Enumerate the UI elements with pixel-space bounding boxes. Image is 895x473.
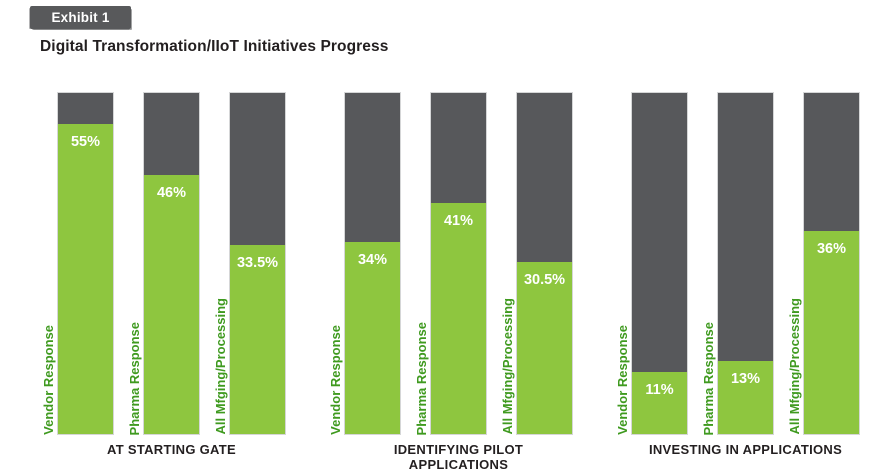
series-label: Vendor Response: [614, 325, 630, 435]
bar-value-label: 36%: [816, 241, 847, 258]
series-label-gutter: All Mfging/Processing: [200, 92, 229, 435]
bar-value-label: 30.5%: [523, 272, 566, 289]
series-label: All Mfging/Processing: [786, 298, 802, 435]
bar-green-segment: 33.5%: [230, 245, 285, 434]
series-label: Vendor Response: [40, 325, 56, 435]
bar-value-label: 41%: [443, 212, 474, 229]
bar-green-segment: 41%: [431, 202, 486, 434]
bar-value-label: 11%: [645, 382, 674, 398]
stacked-bar: 33.5%: [229, 92, 286, 435]
bar-green-segment: 46%: [144, 174, 199, 434]
bar-unit: Pharma Response 46%: [114, 92, 200, 435]
bar-green-segment: 30.5%: [517, 262, 572, 434]
stacked-bar: 36%: [803, 92, 860, 435]
series-label: All Mfging/Processing: [499, 298, 515, 435]
series-label-gutter: Pharma Response: [114, 92, 143, 435]
stacked-bar: 41%: [430, 92, 487, 435]
series-label: All Mfging/Processing: [212, 298, 228, 435]
series-label: Vendor Response: [327, 325, 343, 435]
bar-value-label: 34%: [357, 252, 388, 269]
bar-unit: Vendor Response 55%: [28, 92, 114, 435]
bar-unit: Vendor Response 11%: [602, 92, 688, 435]
bar-group-units: Vendor Response 34% Pharma Response 41% All …: [315, 92, 573, 435]
series-label-gutter: All Mfging/Processing: [487, 92, 516, 435]
bar-green-segment: 11%: [632, 372, 687, 434]
bar-green-segment: 34%: [345, 242, 400, 434]
series-label: Pharma Response: [126, 321, 142, 435]
series-label-gutter: Vendor Response: [315, 92, 344, 435]
stacked-bar: 55%: [57, 92, 114, 435]
group-axis-label: INVESTING IN APPLICATIONS: [648, 442, 843, 457]
stacked-bar: 13%: [717, 92, 774, 435]
page-title: Digital Transformation/IIoT Initiatives …: [40, 38, 389, 55]
exhibit-badge-label: Exhibit 1: [51, 10, 110, 25]
stacked-bar: 34%: [344, 92, 401, 435]
bar-unit: All Mfging/Processing 36%: [774, 92, 860, 435]
bar-green-segment: 55%: [58, 124, 113, 434]
bar-group: Vendor Response 11% Pharma Response 13% All …: [602, 92, 860, 472]
bar-green-segment: 13%: [718, 360, 773, 434]
series-label-gutter: Vendor Response: [602, 92, 631, 435]
bar-unit: All Mfging/Processing 30.5%: [487, 92, 573, 435]
series-label-gutter: All Mfging/Processing: [774, 92, 803, 435]
bar-group-units: Vendor Response 11% Pharma Response 13% All …: [602, 92, 860, 435]
bar-unit: Pharma Response 41%: [401, 92, 487, 435]
bar-value-label: 33.5%: [236, 255, 279, 272]
exhibit-badge: Exhibit 1: [30, 6, 131, 29]
bar-value-label: 46%: [156, 184, 187, 201]
stacked-bar: 11%: [631, 92, 688, 435]
bar-green-segment: 36%: [804, 231, 859, 434]
series-label-gutter: Vendor Response: [28, 92, 57, 435]
group-axis-label: IDENTIFYING PILOT APPLICATIONS: [393, 442, 524, 472]
series-label-gutter: Pharma Response: [688, 92, 717, 435]
bar-group-units: Vendor Response 55% Pharma Response 46% All …: [28, 92, 286, 435]
stacked-bar: 46%: [143, 92, 200, 435]
stacked-bar: 30.5%: [516, 92, 573, 435]
bar-group: Vendor Response 34% Pharma Response 41% All …: [315, 92, 573, 472]
bar-unit: Pharma Response 13%: [688, 92, 774, 435]
bar-chart: Vendor Response 55% Pharma Response 46% All …: [28, 92, 860, 472]
group-axis-label: AT STARTING GATE: [106, 442, 236, 457]
bar-unit: Vendor Response 34%: [315, 92, 401, 435]
bar-value-label: 55%: [70, 134, 101, 150]
bar-value-label: 13%: [730, 370, 761, 387]
bar-unit: All Mfging/Processing 33.5%: [200, 92, 286, 435]
bar-group: Vendor Response 55% Pharma Response 46% All …: [28, 92, 286, 472]
series-label: Pharma Response: [700, 321, 716, 435]
series-label-gutter: Pharma Response: [401, 92, 430, 435]
series-label: Pharma Response: [413, 321, 429, 435]
